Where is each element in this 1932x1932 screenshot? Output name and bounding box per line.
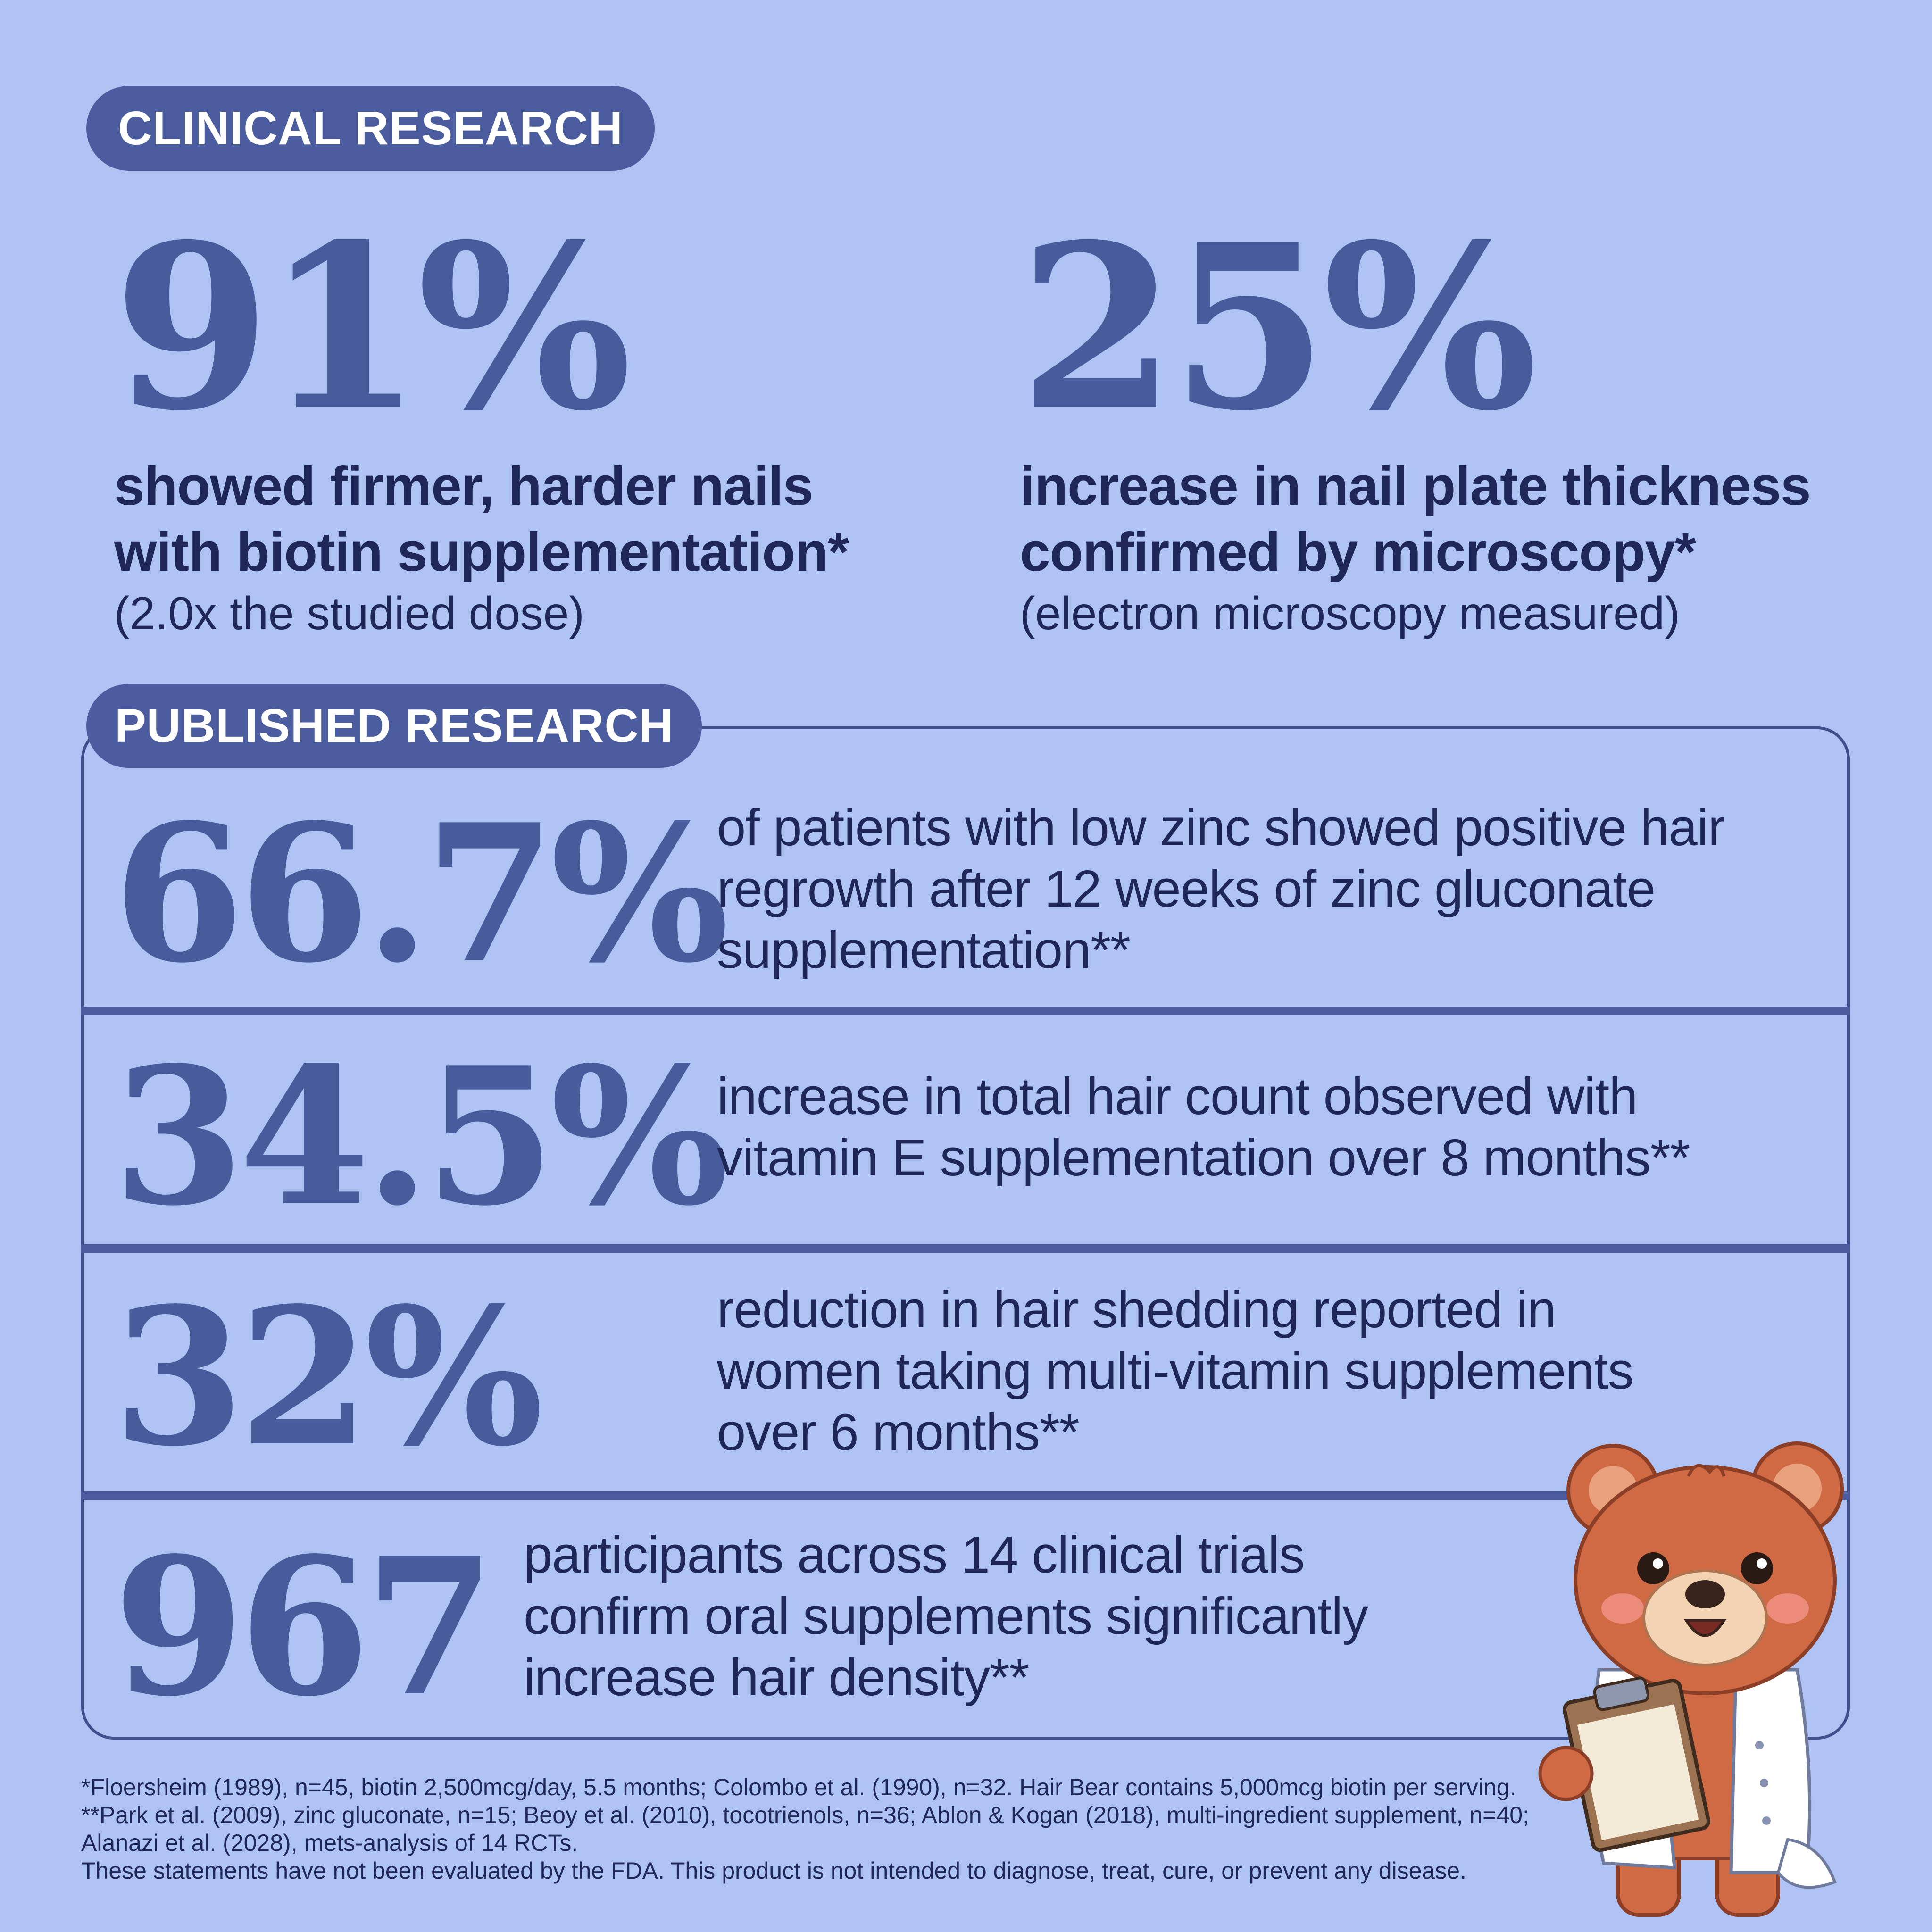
row-divider [81, 1007, 1850, 1015]
footnote-line: These statements have not been evaluated… [81, 1857, 1466, 1884]
stat-66-7-description: of patients with low zinc showed positiv… [717, 799, 1725, 979]
stat-25-description: increase in nail plate thickness confirm… [1020, 455, 1811, 583]
footnotes: *Floersheim (1989), n=45, biotin 2,500mc… [81, 1774, 1529, 1885]
stat-34-5-description: increase in total hair count observed wi… [717, 1067, 1690, 1187]
footnote-line: Alanazi et al. (2028), mets-analysis of … [81, 1830, 578, 1856]
stat-32-value: 32% [113, 1266, 544, 1488]
stat-25-note: (electron microscopy measured) [1020, 587, 1680, 639]
stat-91-note: (2.0x the studied dose) [114, 587, 584, 639]
stat-91-value: 91% [113, 195, 632, 461]
footnote-line: *Floersheim (1989), n=45, biotin 2,500mc… [81, 1774, 1516, 1800]
stat-34-5-value: 34.5% [113, 1026, 729, 1248]
stat-25-value: 25% [1019, 195, 1538, 461]
published-research-pill: PUBLISHED RESEARCH [86, 684, 702, 768]
bear-doctor-icon [1538, 1441, 1844, 1917]
stat-91-description: showed firmer, harder nails with biotin … [114, 455, 849, 583]
row-divider [81, 1491, 1850, 1500]
footnote-line: **Park et al. (2009), zinc gluconate, n=… [81, 1802, 1529, 1828]
clinical-research-label: CLINICAL RESEARCH [118, 101, 623, 155]
published-research-panel [81, 726, 1850, 1740]
published-research-label: PUBLISHED RESEARCH [115, 699, 674, 752]
clinical-research-pill: CLINICAL RESEARCH [86, 86, 655, 171]
stat-967-description: participants across 14 clinical trials c… [524, 1526, 1368, 1707]
stat-66-7-value: 66.7% [113, 783, 729, 1005]
row-divider [81, 1244, 1850, 1253]
stat-967-value: 967 [113, 1516, 496, 1738]
stat-32-description: reduction in hair shedding reported in w… [717, 1281, 1634, 1461]
